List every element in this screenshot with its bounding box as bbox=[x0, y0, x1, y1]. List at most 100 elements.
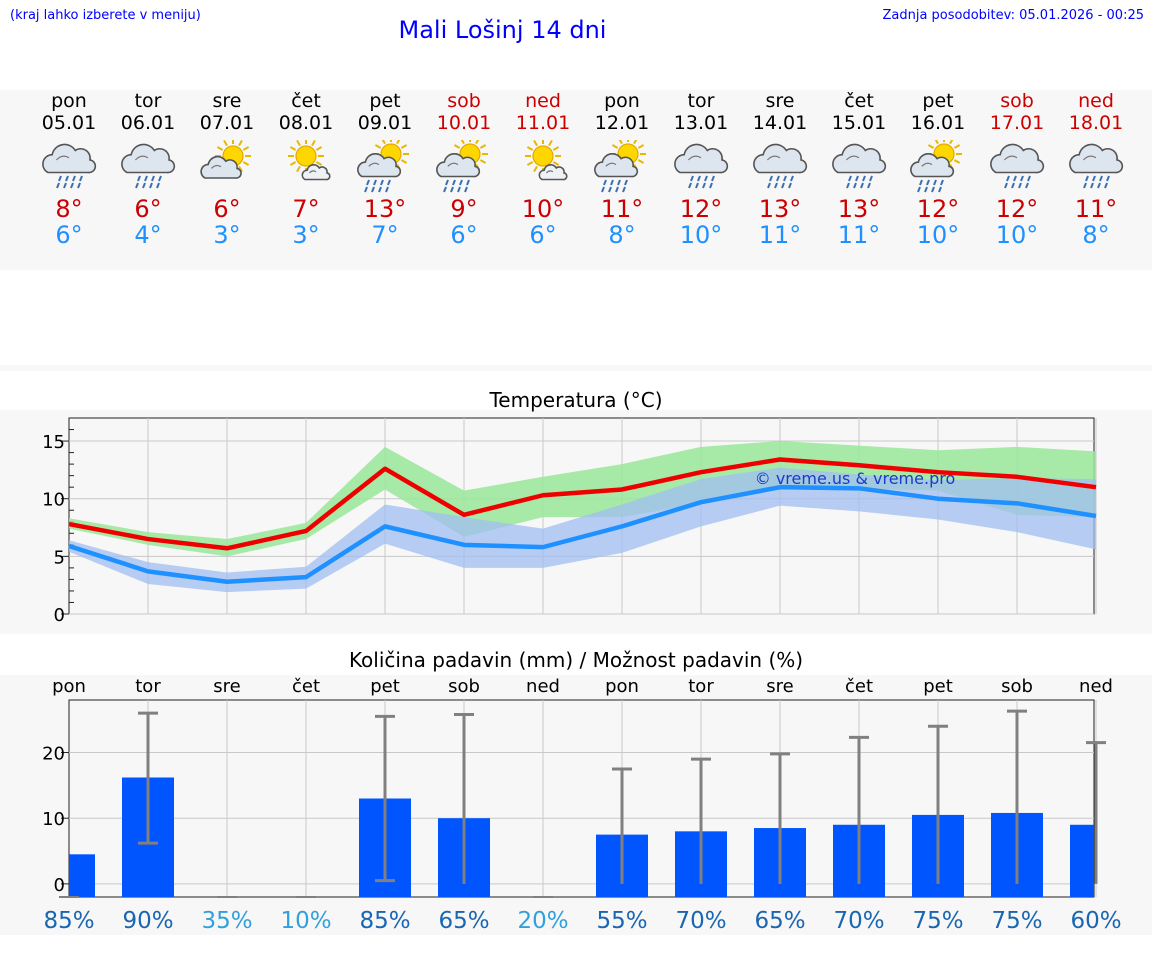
rain-cloud-icon bbox=[42, 143, 97, 189]
probability-label: 85% bbox=[359, 908, 410, 934]
rain-cloud-icon bbox=[832, 143, 887, 189]
min-temperature: 11° bbox=[837, 221, 881, 249]
day-date: 14.01 bbox=[752, 112, 808, 134]
y-tick-label: 15 bbox=[42, 432, 65, 453]
location-hint: (kraj lahko izberete v meniju) bbox=[10, 8, 201, 23]
band-min bbox=[69, 467, 1096, 593]
day-date: 16.01 bbox=[910, 112, 966, 134]
day-name: čet bbox=[844, 90, 874, 112]
category-label: čet bbox=[292, 676, 320, 697]
day-column: čet 08.01 7° 3° bbox=[266, 90, 346, 248]
raindrops bbox=[767, 175, 794, 189]
raindrops bbox=[1083, 175, 1110, 189]
sun-small-cloud-icon bbox=[525, 140, 568, 181]
line-max bbox=[68, 457, 1097, 551]
page-title: Mali Lošinj 14 dni bbox=[398, 16, 607, 44]
sun-shape bbox=[525, 140, 561, 174]
precipitation-chart-title: Količina padavin (mm) / Možnost padavin … bbox=[348, 648, 804, 672]
line-min bbox=[68, 484, 1097, 584]
day-column: sre 14.01 13° 11° bbox=[740, 90, 820, 248]
cloud-shape bbox=[538, 164, 568, 181]
day-name: tor bbox=[134, 90, 162, 112]
day-name: pon bbox=[604, 90, 640, 112]
precipitation-bar bbox=[1070, 824, 1094, 897]
category-label: ned bbox=[526, 676, 560, 697]
max-temperature: 7° bbox=[292, 195, 320, 223]
rain-cloud-icon bbox=[674, 143, 729, 189]
day-column: ned 11.01 10° 6° bbox=[503, 90, 583, 248]
probability-label: 55% bbox=[596, 908, 647, 934]
day-column: pet 09.01 13° 7° bbox=[345, 90, 425, 248]
temperature-chart-title: Temperatura (°C) bbox=[489, 388, 663, 412]
probability-label: 90% bbox=[122, 908, 173, 934]
error-bar bbox=[928, 724, 948, 884]
day-date: 10.01 bbox=[436, 112, 492, 134]
rain-cloud-icon bbox=[753, 143, 808, 189]
day-name: sre bbox=[765, 90, 795, 112]
raindrops bbox=[688, 175, 715, 189]
error-bar bbox=[1007, 709, 1027, 884]
max-temperature: 12° bbox=[916, 195, 960, 223]
error-bar bbox=[375, 714, 395, 883]
category-label: tor bbox=[135, 676, 161, 697]
raindrops bbox=[135, 175, 162, 189]
category-label: pet bbox=[923, 676, 953, 697]
rain-cloud-icon bbox=[990, 143, 1045, 189]
y-tick-label: 5 bbox=[54, 547, 65, 568]
probability-label: 70% bbox=[833, 908, 884, 934]
watermark: © vreme.us & vreme.pro bbox=[755, 469, 956, 488]
y-tick-label: 0 bbox=[54, 875, 65, 896]
category-label: ned bbox=[1079, 676, 1113, 697]
min-temperature: 10° bbox=[679, 221, 723, 249]
min-temperature: 10° bbox=[995, 221, 1039, 249]
raindrops bbox=[56, 175, 83, 189]
day-name: sob bbox=[1000, 90, 1034, 112]
day-column: sre 07.01 6° 3° bbox=[187, 90, 267, 248]
day-date: 13.01 bbox=[673, 112, 729, 134]
probability-label: 10% bbox=[280, 908, 331, 934]
day-name: pet bbox=[369, 90, 401, 112]
day-column: ned 18.01 11° 8° bbox=[1056, 90, 1136, 248]
category-label: pet bbox=[370, 676, 400, 697]
probability-label: 75% bbox=[912, 908, 963, 934]
max-temperature: 6° bbox=[134, 195, 162, 223]
day-column: tor 06.01 6° 4° bbox=[108, 90, 188, 248]
category-label: sob bbox=[448, 676, 480, 697]
max-temperature: 9° bbox=[450, 195, 478, 223]
day-date: 11.01 bbox=[515, 112, 571, 134]
cloud-shape bbox=[42, 143, 97, 174]
error-bar bbox=[691, 757, 711, 884]
error-bar bbox=[138, 711, 158, 845]
min-temperature: 8° bbox=[608, 221, 636, 249]
day-name: pon bbox=[51, 90, 87, 112]
max-temperature: 11° bbox=[1074, 195, 1118, 223]
day-name: ned bbox=[525, 90, 561, 112]
min-temperature: 3° bbox=[292, 221, 320, 249]
max-temperature: 11° bbox=[600, 195, 644, 223]
cloud-shape bbox=[910, 153, 955, 178]
day-column: pon 05.01 8° 6° bbox=[29, 90, 109, 248]
day-date: 17.01 bbox=[989, 112, 1045, 134]
cloud-shape bbox=[990, 143, 1045, 174]
min-temperature: 8° bbox=[1082, 221, 1110, 249]
error-bar bbox=[849, 735, 869, 884]
cloud-shape bbox=[200, 155, 242, 179]
day-date: 05.01 bbox=[41, 112, 97, 134]
day-name: sob bbox=[447, 90, 481, 112]
sun-small-cloud-icon bbox=[288, 140, 331, 181]
min-temperature: 6° bbox=[529, 221, 557, 249]
min-temperature: 11° bbox=[758, 221, 802, 249]
day-name: ned bbox=[1078, 90, 1114, 112]
probability-label: 35% bbox=[201, 908, 252, 934]
cloud-shape bbox=[674, 143, 729, 174]
day-column: čet 15.01 13° 11° bbox=[819, 90, 899, 248]
cloud-shape bbox=[753, 143, 808, 174]
probability-label: 85% bbox=[43, 908, 94, 934]
day-date: 08.01 bbox=[278, 112, 334, 134]
sun-rain-icon bbox=[910, 140, 962, 193]
raindrops bbox=[917, 179, 944, 193]
raindrops bbox=[443, 179, 470, 193]
day-column: sob 10.01 9° 6° bbox=[424, 90, 504, 248]
day-column: tor 13.01 12° 10° bbox=[661, 90, 741, 248]
day-date: 12.01 bbox=[594, 112, 650, 134]
